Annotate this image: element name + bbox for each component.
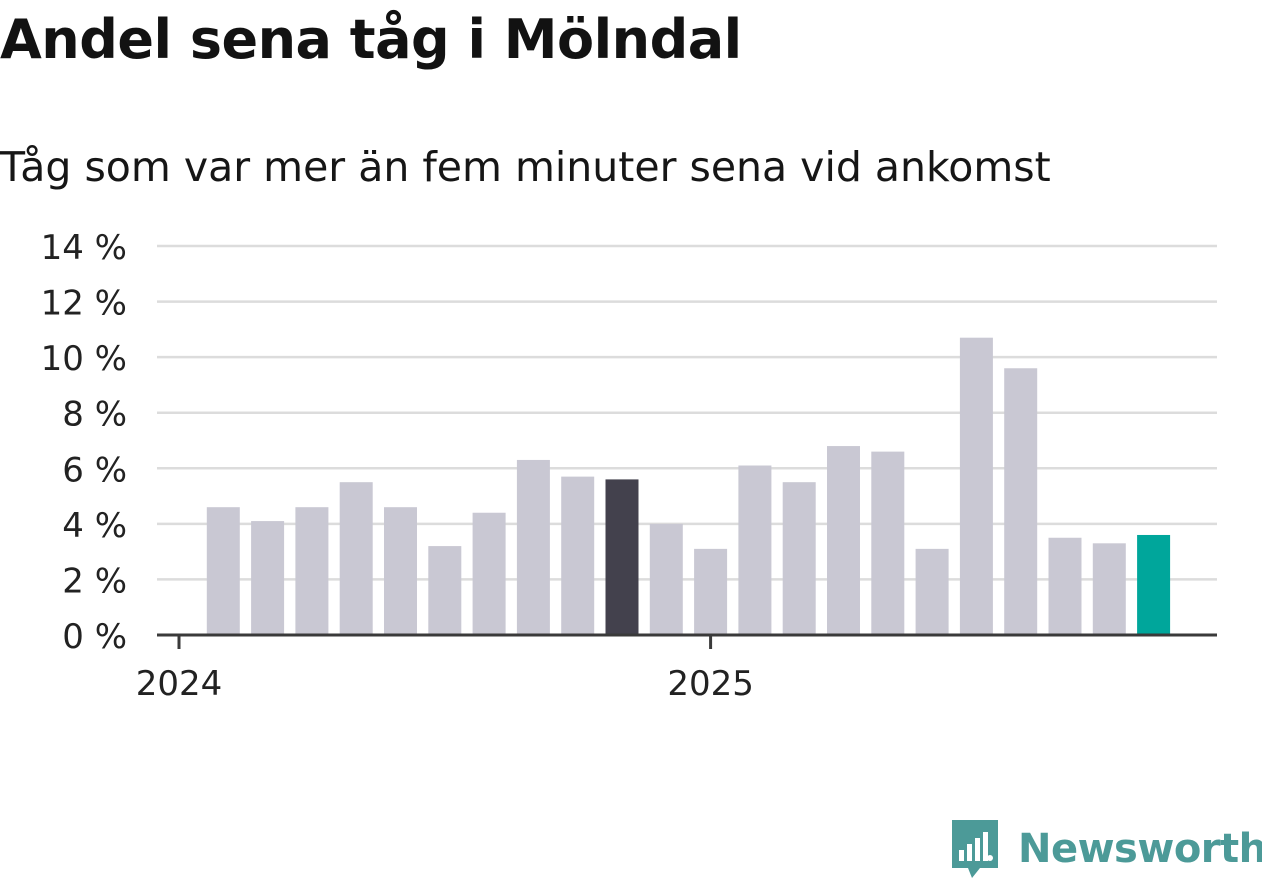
bar [827, 446, 860, 635]
bar [295, 507, 329, 635]
bar [206, 507, 240, 635]
bar [339, 482, 373, 635]
bar [516, 459, 550, 635]
bar [649, 523, 683, 635]
newsworthy-logo-icon [952, 820, 998, 878]
y-tick-label: 6 % [62, 450, 127, 490]
bar [871, 451, 905, 635]
bar [694, 548, 728, 635]
bar [1048, 537, 1082, 635]
bar [428, 546, 462, 635]
x-tick-label: 2025 [667, 664, 754, 704]
bar [605, 479, 639, 635]
x-tick-label: 2024 [136, 664, 223, 704]
y-tick-label: 2 % [62, 561, 127, 601]
bar [782, 482, 816, 635]
y-tick-label: 8 % [62, 395, 127, 435]
y-tick-label: 12 % [41, 284, 127, 324]
brand-logo: Newsworthy [950, 818, 1262, 880]
y-tick-label: 14 % [41, 228, 127, 268]
bar [561, 476, 595, 635]
y-tick-label: 4 % [62, 506, 127, 546]
bar [472, 512, 506, 635]
chart-subtitle: Tåg som var mer än fem minuter sena vid … [0, 143, 1051, 191]
chart-title: Andel sena tåg i Mölndal [0, 8, 742, 71]
bar [1137, 534, 1171, 635]
brand-name: Newsworthy [1018, 826, 1262, 872]
bar [1092, 543, 1126, 635]
bar [1004, 368, 1038, 635]
bar [738, 465, 772, 635]
bar [915, 548, 949, 635]
y-tick-label: 10 % [41, 339, 127, 379]
bar [251, 521, 285, 635]
y-tick-label: 0 % [62, 617, 127, 657]
bar [959, 337, 993, 635]
bar [384, 507, 417, 635]
